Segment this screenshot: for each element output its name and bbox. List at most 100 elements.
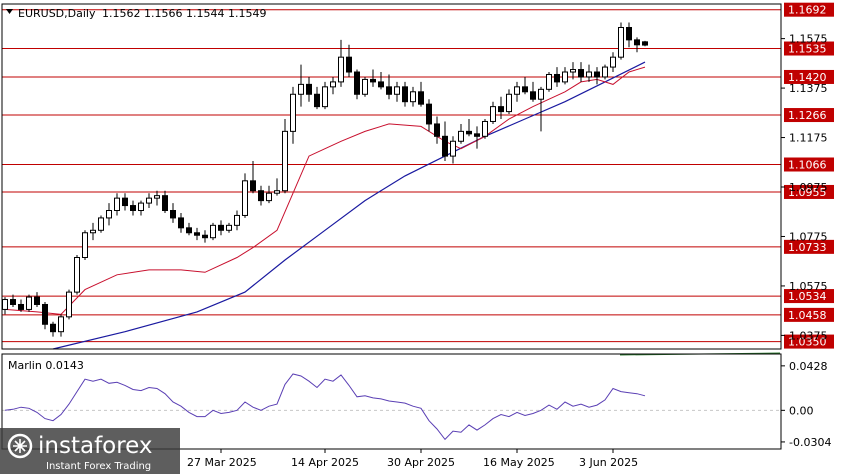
candle xyxy=(586,64,592,82)
price-tick-label: 1.0775 xyxy=(789,230,828,243)
candle-body-up xyxy=(610,56,616,68)
candle-body-up xyxy=(490,106,496,122)
candle-body-down xyxy=(442,135,448,157)
main-pane-border xyxy=(1,3,782,350)
candle-body-down xyxy=(354,71,360,95)
candle-body-up xyxy=(242,180,248,216)
candle-body-down xyxy=(162,195,168,212)
level-badge xyxy=(784,307,834,322)
candle xyxy=(290,86,296,144)
oscillator-tick-label: 0.0428 xyxy=(789,360,828,373)
candle-body-up xyxy=(450,140,456,157)
candle-body-down xyxy=(250,180,256,192)
price-tick-label: 1.1375 xyxy=(789,82,828,95)
time-tick-label: 3 Jun 2025 xyxy=(579,456,638,469)
candle xyxy=(234,210,240,231)
collapse-triangle-icon[interactable] xyxy=(6,9,13,14)
candle xyxy=(26,294,32,312)
candle-body-up xyxy=(458,130,464,142)
time-tick-label: 27 Mar 2025 xyxy=(187,456,257,469)
candle-body-down xyxy=(18,303,24,310)
candle xyxy=(162,190,168,213)
candle xyxy=(522,76,528,95)
candle-body-up xyxy=(226,224,232,231)
candle xyxy=(506,89,512,115)
candle xyxy=(258,185,264,206)
level-badge-label: 1.0534 xyxy=(788,290,827,303)
time-tick-label: 30 Apr 2025 xyxy=(387,456,455,469)
candle xyxy=(634,37,640,53)
candle-body-up xyxy=(154,195,160,199)
symbol-timeframe-label: EURUSD,Daily xyxy=(18,7,96,20)
candle xyxy=(418,81,424,107)
candle-body-down xyxy=(218,224,224,231)
candle-body-up xyxy=(482,120,488,137)
candle xyxy=(362,76,368,97)
price-tick-label: 1.0975 xyxy=(789,181,828,194)
candle xyxy=(74,255,80,295)
candle-body-up xyxy=(362,78,368,95)
candle xyxy=(578,62,584,82)
candle-body-up xyxy=(298,83,304,95)
level-badge-label: 1.1535 xyxy=(788,43,827,56)
candle xyxy=(642,40,648,47)
oscillator-tick-label: -0.0304 xyxy=(789,436,831,449)
price-tick-label: 1.1575 xyxy=(789,33,828,46)
candle xyxy=(242,173,248,218)
candle-body-up xyxy=(266,192,272,202)
level-badge-label: 1.1266 xyxy=(788,109,827,122)
candle-body-up xyxy=(538,88,544,100)
moving-average-blue xyxy=(52,61,646,350)
candle xyxy=(610,52,616,73)
level-badge-label: 1.0733 xyxy=(788,241,827,254)
moving-average-red xyxy=(4,66,646,315)
candle xyxy=(82,230,88,260)
candle-body-up xyxy=(570,69,576,73)
candle-body-up xyxy=(514,86,520,95)
candle-body-down xyxy=(434,123,440,137)
candle xyxy=(426,99,432,132)
candle xyxy=(594,67,600,85)
candle xyxy=(266,185,272,204)
candle xyxy=(466,119,472,137)
candle xyxy=(154,190,160,206)
candle xyxy=(210,222,216,241)
oscillator-layer: 0.0428 0.00 -0.0304 xyxy=(2,352,831,449)
candle-body-up xyxy=(506,93,512,113)
candle-body-up xyxy=(410,91,416,103)
oscillator-tick-label: 0.00 xyxy=(789,404,814,417)
candle xyxy=(114,193,120,216)
candle xyxy=(138,200,144,216)
candle xyxy=(50,321,56,337)
candle xyxy=(42,302,48,330)
candle-body-down xyxy=(634,39,640,46)
time-axis[interactable]: 27 Mar 2025 14 Apr 2025 30 Apr 2025 16 May … xyxy=(187,449,638,469)
candle-body-down xyxy=(10,299,16,305)
logo-tagline: Instant Forex Trading xyxy=(46,461,151,472)
candle xyxy=(130,200,136,216)
candle-body-up xyxy=(394,86,400,95)
candle xyxy=(218,220,224,236)
candle-body-down xyxy=(530,91,536,100)
candle xyxy=(442,121,448,162)
candle-body-up xyxy=(114,197,120,212)
candle xyxy=(66,289,72,320)
candle xyxy=(330,76,336,95)
candle-body-down xyxy=(194,232,200,236)
price-axis[interactable]: 1.1575 1.1375 1.1175 1.0975 1.0775 1.0575 1.03… xyxy=(781,33,828,343)
price-levels-layer: 1.1692 1.1535 1.1420 1.1266 1.1066 1.0955 1.07… xyxy=(2,2,834,349)
instaforex-logo: instaforex Instant Forex Trading xyxy=(0,428,180,474)
candle xyxy=(554,67,560,87)
candle xyxy=(354,69,360,100)
candle-body-up xyxy=(586,71,592,78)
price-tick-label: 1.0575 xyxy=(789,280,828,293)
candle-body-down xyxy=(178,217,184,229)
candles-layer xyxy=(2,22,648,337)
candle-body-up xyxy=(74,256,80,293)
candle xyxy=(386,74,392,100)
oscillator-title: Marlin 0.0143 xyxy=(8,359,84,372)
candle-body-down xyxy=(34,296,40,305)
